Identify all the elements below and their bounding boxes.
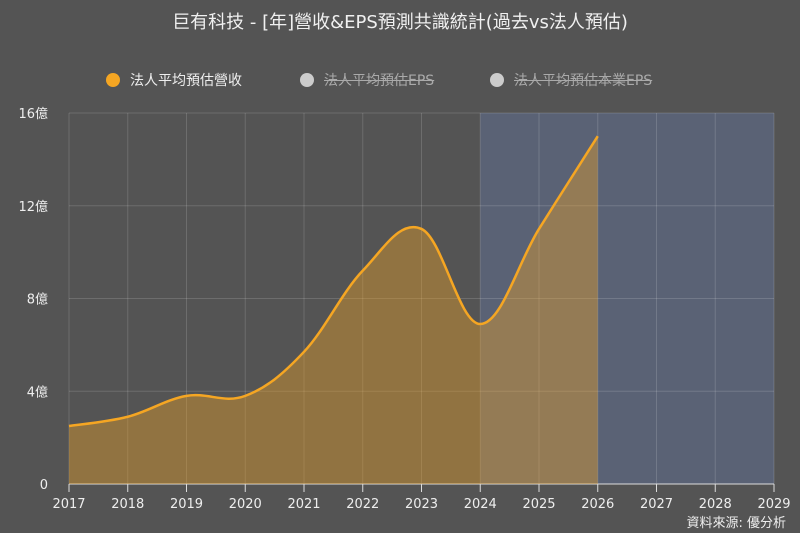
x-tick-label: 2019 xyxy=(170,497,203,512)
y-tick-label: 12億 xyxy=(18,199,48,215)
legend-dot-icon xyxy=(490,73,504,87)
legend: 法人平均預估營收 法人平均預估EPS 法人平均預估本業EPS xyxy=(0,70,800,92)
x-tick-label: 2024 xyxy=(464,497,497,512)
x-tick-label: 2021 xyxy=(287,497,320,512)
x-tick-label: 2017 xyxy=(52,497,85,512)
y-tick-label: 16億 xyxy=(18,106,48,122)
x-tick-label: 2027 xyxy=(640,497,673,512)
legend-label: 法人平均預估本業EPS xyxy=(514,73,653,89)
x-tick-label: 2020 xyxy=(229,497,262,512)
source-note: 資料來源: 優分析 xyxy=(686,516,786,531)
legend-label: 法人平均預估營收 xyxy=(130,73,242,89)
revenue-line xyxy=(68,135,599,428)
y-tick-label: 4億 xyxy=(27,384,48,400)
revenue-area xyxy=(69,136,598,484)
legend-dot-icon xyxy=(106,73,120,87)
x-tick-label: 2018 xyxy=(111,497,144,512)
chart-title: 巨有科技 - [年]營收&EPS預測共識統計(過去vs法人預估) xyxy=(172,12,628,33)
x-tick-label: 2025 xyxy=(522,497,555,512)
x-tick-label: 2022 xyxy=(346,497,379,512)
legend-item-eps[interactable]: 法人平均預估EPS xyxy=(300,70,434,90)
x-tick-label: 2023 xyxy=(405,497,438,512)
y-tick-label: 0 xyxy=(40,478,48,493)
x-tick-label: 2028 xyxy=(699,497,732,512)
x-tick-label: 2029 xyxy=(757,497,790,512)
legend-label: 法人平均預估EPS xyxy=(324,73,435,89)
legend-dot-icon xyxy=(300,73,314,87)
y-tick-label: 8億 xyxy=(27,292,48,308)
x-tick-label: 2026 xyxy=(581,497,614,512)
forecast-region xyxy=(480,113,774,484)
legend-item-core-eps[interactable]: 法人平均預估本業EPS xyxy=(490,70,652,90)
legend-item-revenue[interactable]: 法人平均預估營收 xyxy=(106,70,242,90)
